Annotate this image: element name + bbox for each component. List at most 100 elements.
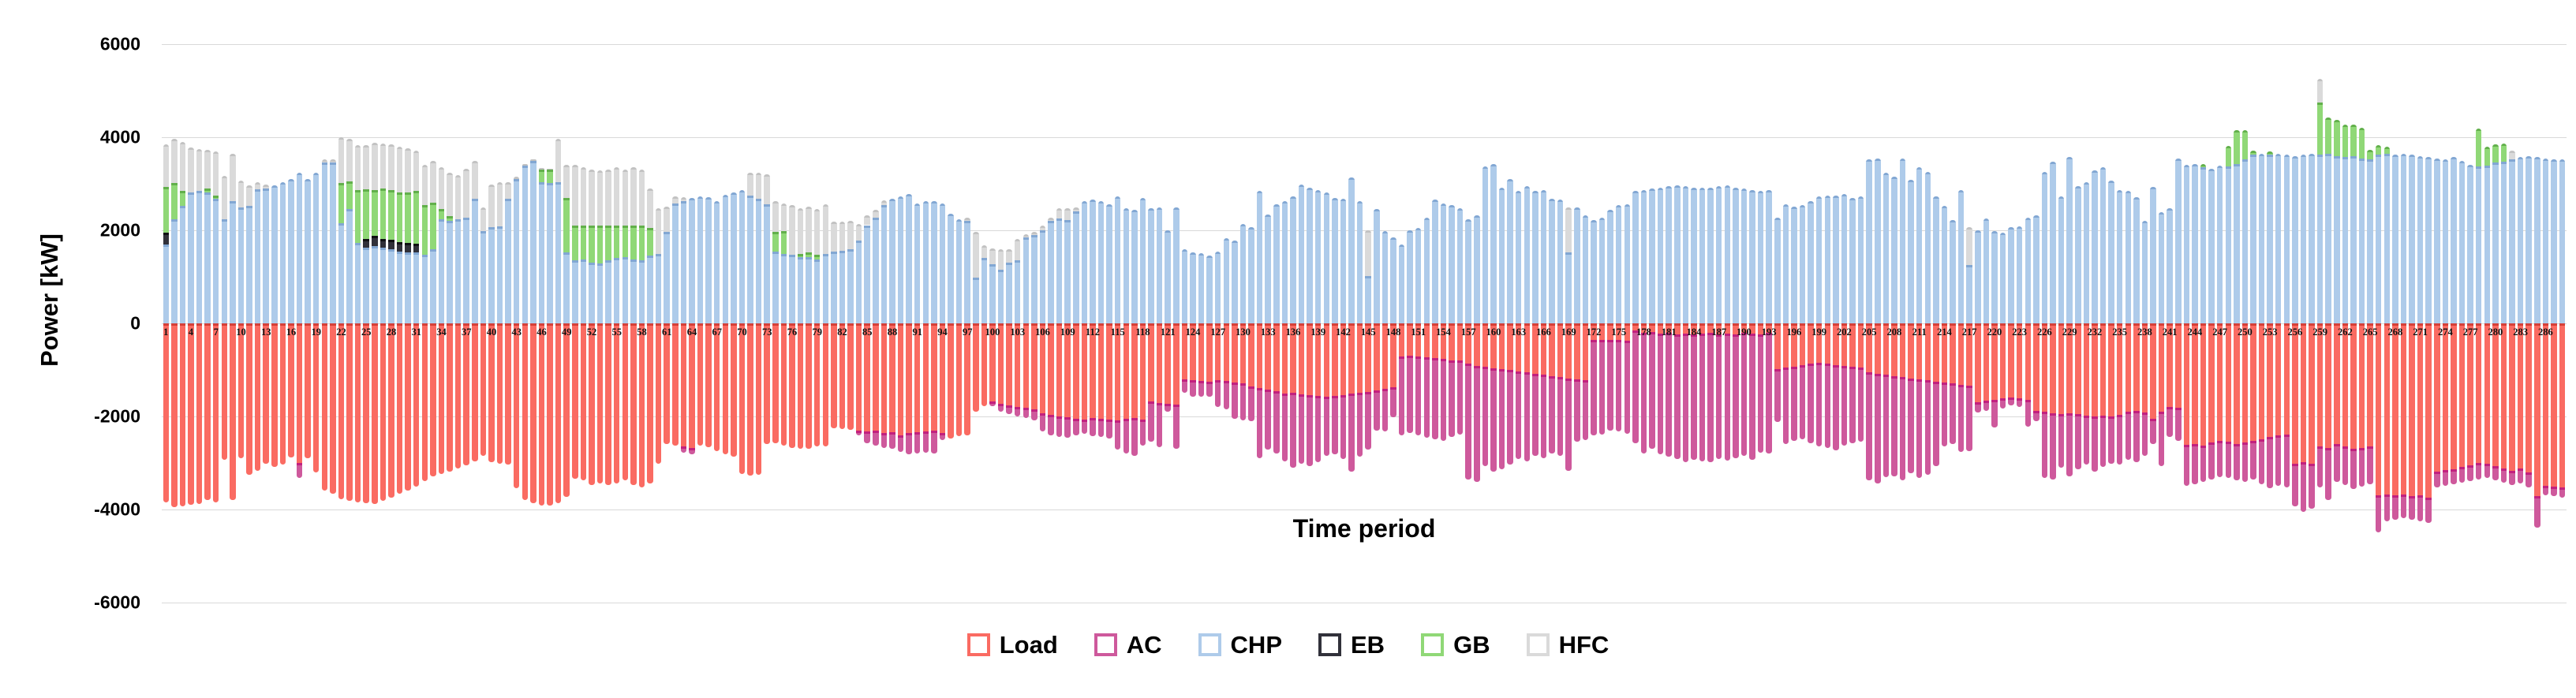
bar-segment-chp: [1598, 218, 1606, 323]
bar-segment-hfc: [230, 154, 236, 201]
bar-segment-load: [1966, 323, 1972, 386]
bar-segment-chp: [1031, 235, 1038, 323]
x-tick-label: 163: [1511, 327, 1527, 338]
x-tick-label: 235: [2112, 327, 2128, 338]
bar-segment-chp: [1624, 203, 1631, 323]
bar-segment-load: [1073, 323, 1079, 419]
bar-segment-load: [1574, 323, 1580, 379]
bar-segment-chp: [1740, 188, 1748, 323]
bar-segment-chp: [1808, 200, 1814, 323]
bar-segment-load: [997, 323, 1004, 405]
bar-segment-gb: [638, 226, 645, 261]
bar-segment-ac: [2083, 415, 2090, 465]
bar-segment-chp: [1348, 177, 1355, 323]
bar-segment-load: [789, 323, 795, 449]
bar-segment-chp: [1933, 196, 1939, 323]
bar-segment-load: [1114, 323, 1121, 421]
bar-segment-ac: [906, 433, 912, 455]
bar-segment-load: [2458, 323, 2466, 468]
bar-segment-chp: [1490, 163, 1497, 323]
bar-segment-ac: [1724, 333, 1731, 461]
bar-segment-hfc: [755, 172, 762, 199]
bar-segment-chp: [1549, 198, 1555, 323]
bar-segment-load: [2016, 323, 2023, 398]
bar-segment-ac: [2099, 415, 2107, 468]
bar-segment-load: [1999, 323, 2006, 398]
x-tick-label: 199: [1811, 327, 1827, 338]
bar-segment-ac: [680, 446, 687, 453]
bar-segment-hfc: [580, 167, 587, 226]
bar-segment-chp: [689, 198, 695, 323]
bar-segment-load: [1849, 323, 1856, 367]
bar-segment-chp: [522, 165, 529, 323]
bar-segment-ac: [1131, 418, 1138, 456]
bar-segment-ac: [2225, 441, 2231, 479]
bar-segment-chp: [1640, 190, 1647, 323]
bar-segment-chp: [2216, 165, 2223, 323]
bar-segment-chp: [2158, 211, 2165, 323]
bar-segment-chp: [1607, 210, 1613, 323]
x-tick-label: 211: [1912, 327, 1927, 338]
bar-segment-gb: [589, 226, 595, 263]
bar-segment-load: [738, 323, 746, 475]
bar-segment-load: [204, 323, 211, 501]
bar-segment-chp: [989, 264, 996, 323]
bar-segment-chp: [1699, 187, 1706, 323]
bar-segment-chp: [2475, 166, 2482, 323]
x-tick-label: 214: [1937, 327, 1952, 338]
bar-segment-eb: [413, 244, 420, 253]
bar-segment-ac: [1248, 386, 1254, 422]
bar-segment-chp: [438, 218, 445, 323]
bar-segment-ac: [1891, 375, 1897, 477]
bar-segment-load: [163, 323, 169, 502]
bar-segment-load: [2250, 323, 2256, 441]
x-tick-label: 151: [1411, 327, 1426, 338]
bar-segment-load: [1766, 323, 1772, 333]
bar-segment-chp: [2559, 159, 2566, 323]
bar-segment-load: [1833, 323, 1839, 365]
bar-segment-ac: [2133, 410, 2140, 463]
bar-segment-chp: [1239, 224, 1247, 323]
x-tick-label: 142: [1336, 327, 1351, 338]
bar-segment-load: [922, 323, 929, 432]
bar-segment-gb: [379, 188, 387, 239]
x-tick-label: 193: [1761, 327, 1777, 338]
bar-segment-load: [454, 323, 462, 469]
bar-segment-load: [263, 323, 269, 464]
bar-segment-chp: [839, 250, 846, 323]
bar-segment-load: [2534, 323, 2540, 497]
bar-segment-hfc: [1365, 230, 1371, 276]
bar-segment-ac: [2458, 467, 2466, 483]
bar-segment-ac: [1148, 401, 1154, 442]
bar-segment-load: [430, 323, 436, 477]
bar-segment-ac: [1799, 364, 1806, 439]
gridline: [162, 44, 2567, 45]
bar-segment-load: [405, 323, 411, 491]
bar-segment-gb: [212, 195, 219, 199]
bar-segment-ac: [2526, 472, 2532, 487]
bar-segment-chp: [1983, 218, 1990, 323]
bar-segment-chp: [855, 240, 862, 323]
bar-segment-load: [472, 323, 478, 461]
bar-segment-gb: [2241, 129, 2249, 159]
bar-segment-ac: [1966, 386, 1972, 451]
bar-segment-chp: [2309, 154, 2315, 323]
bar-segment-load: [2309, 323, 2315, 464]
bar-segment-load: [1374, 323, 1380, 390]
bar-segment-chp: [1081, 200, 1088, 323]
bar-segment-ac: [1808, 363, 1814, 444]
bar-segment-ac: [1674, 334, 1681, 460]
bar-segment-load: [1465, 323, 1471, 364]
bar-segment-gb: [2342, 125, 2349, 157]
x-tick-label: 88: [887, 327, 898, 338]
bar-segment-load: [1440, 323, 1447, 359]
bar-segment-chp: [1941, 205, 1948, 323]
bar-segment-gb: [405, 192, 411, 243]
bar-segment-ac: [1598, 339, 1606, 435]
bar-segment-load: [764, 323, 770, 445]
bar-segment-ac: [1198, 381, 1205, 397]
bar-segment-load: [797, 323, 804, 450]
bar-segment-ac: [1607, 339, 1613, 431]
x-tick-label: 97: [962, 327, 973, 338]
bar-segment-load: [2216, 323, 2223, 441]
